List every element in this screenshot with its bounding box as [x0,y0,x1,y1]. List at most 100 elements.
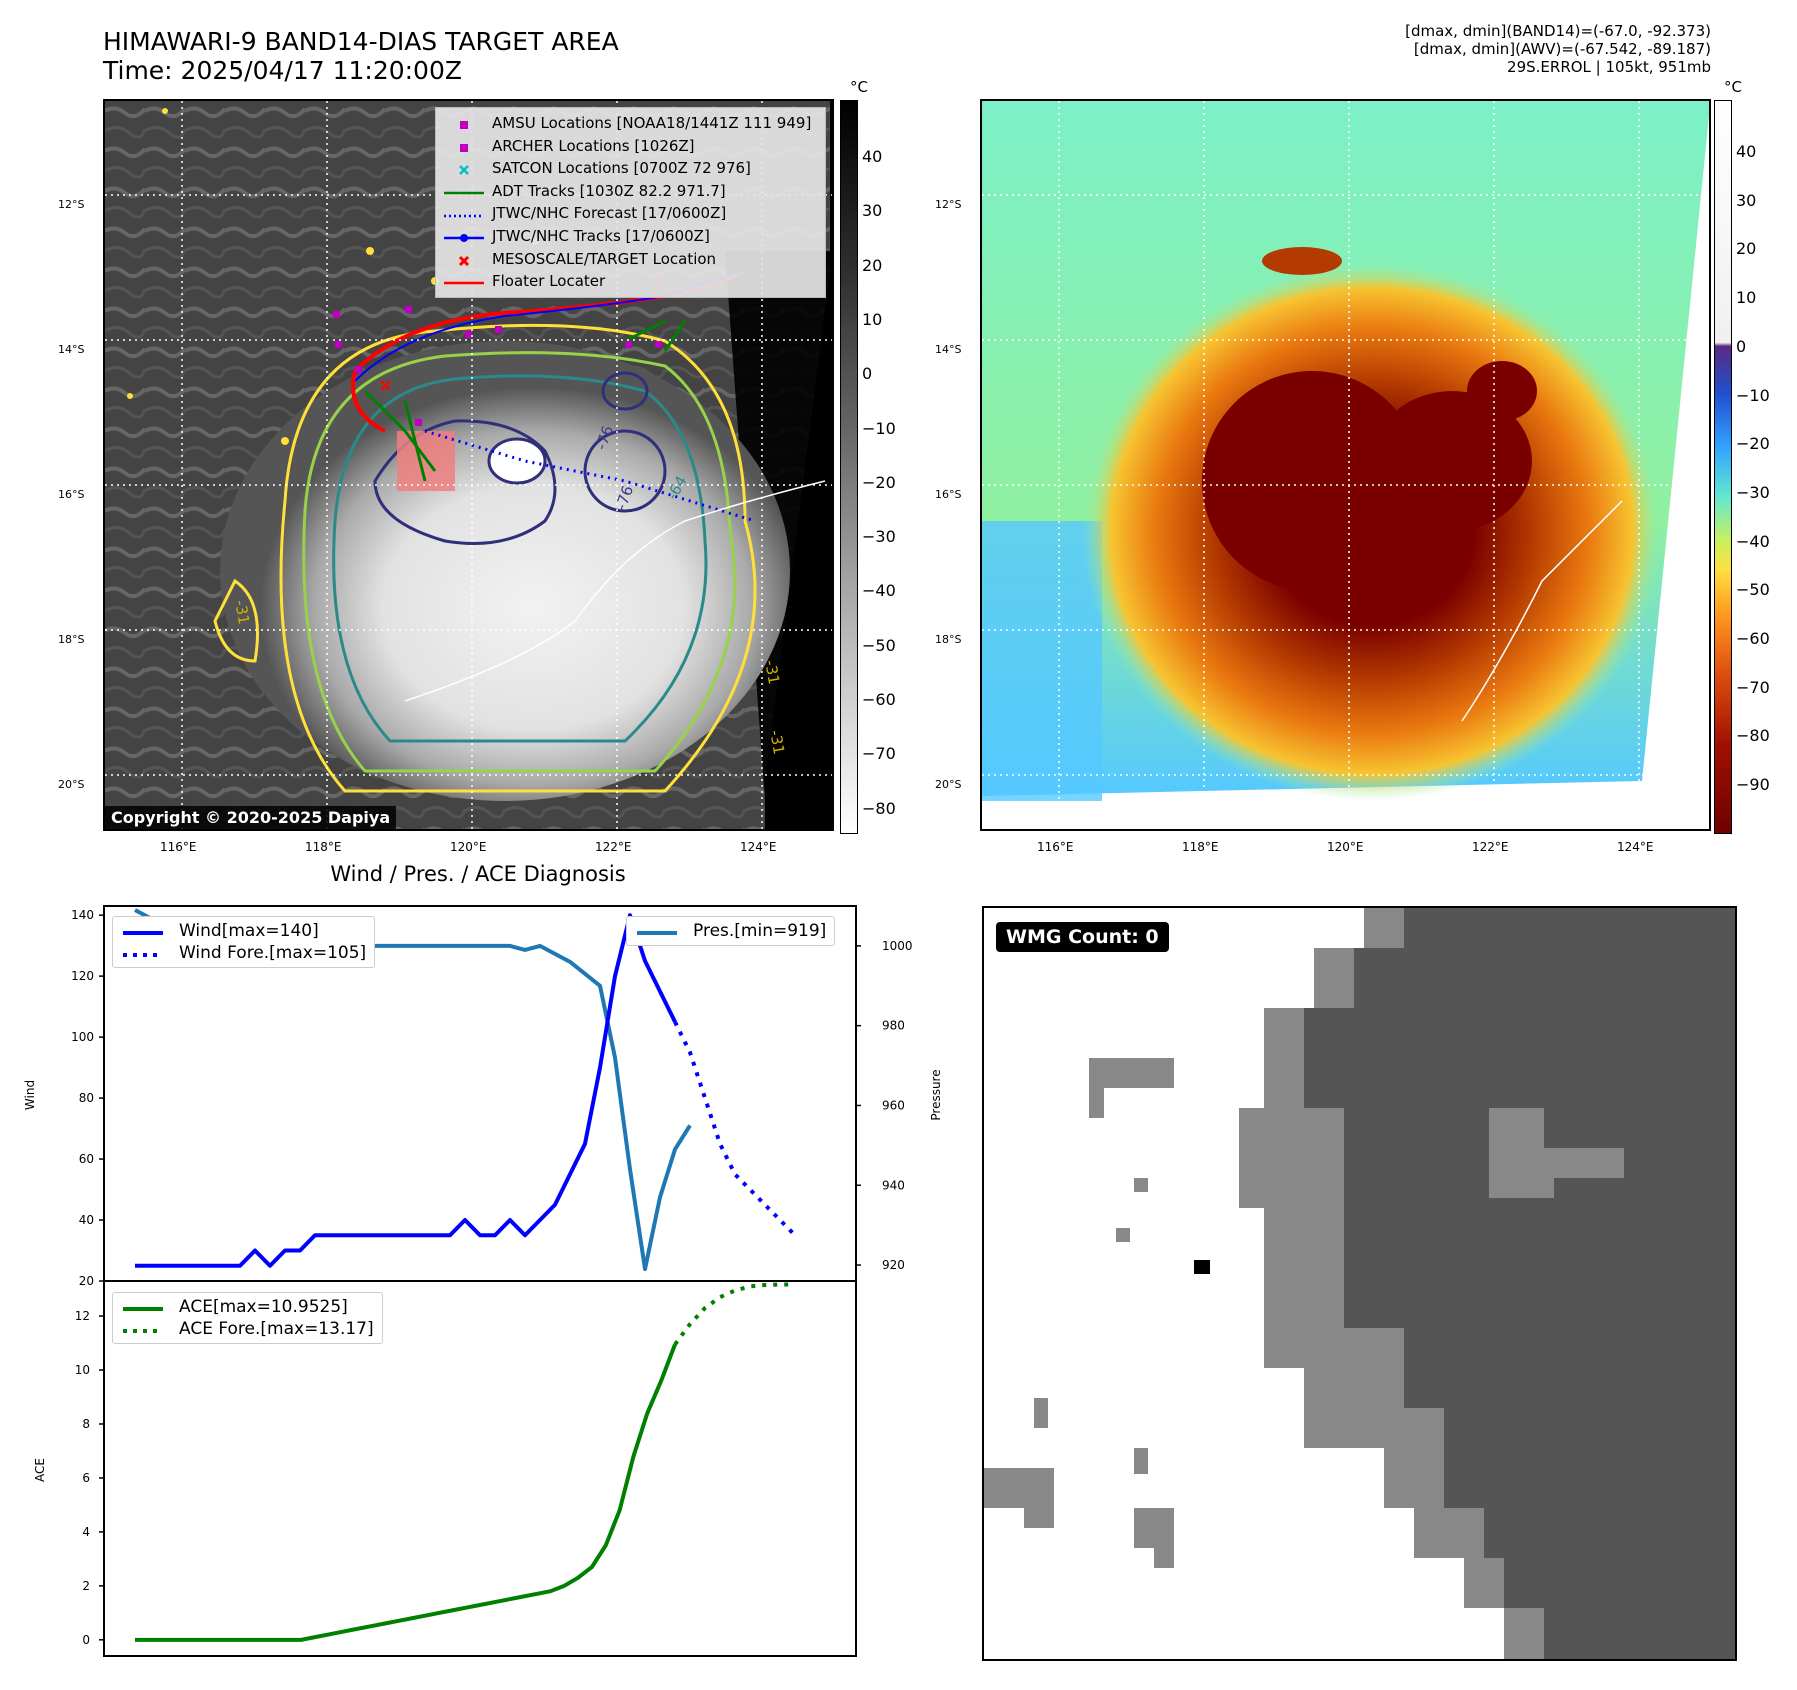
legend-item-wind-forecast: Wind Fore.[max=105] [121,942,366,964]
colorbar-tick-label: 40 [862,147,883,166]
awv-lon-label: 122°E [1472,840,1509,854]
y-tick-label: 60 [79,1152,94,1166]
awv-colorbar [1714,100,1732,834]
colorbar-tick-label: −20 [1736,434,1770,454]
colorbar-tick-label: 0 [1736,336,1747,356]
colorbar-tick-label: −70 [1736,677,1770,697]
x-marker-icon [442,252,486,266]
colorbar-tick-label: −50 [1736,580,1770,600]
y-tick-label: 80 [79,1091,94,1105]
line-marker-icon [442,184,486,198]
colorbar-tick-label: −40 [862,581,896,601]
diagnosis-title: Wind / Pres. / ACE Diagnosis [330,862,626,886]
pressure-y-axis: 920 940 960 980 1000 [856,939,913,1272]
colorbar-tick-label: 0 [862,364,873,384]
legend-item-floater: Floater Locater [442,270,819,293]
copyright-label: Copyright © 2020-2025 Dapiya [105,806,397,829]
awv-colorbar-unit: °C [1724,78,1742,96]
colorbar-tick-label: −80 [1736,726,1770,746]
colorbar-tick-label: −30 [1736,482,1770,502]
ace-y-axis: 0 2 4 6 8 10 12 [75,1309,104,1647]
awv-lon-label: 124°E [1617,840,1654,854]
dotted-line-icon [121,946,165,960]
ir-colorbar [840,100,858,834]
ir-lat-label: 14°S [58,343,85,356]
awv-lat-label: 20°S [935,778,962,791]
y-tick-label: 120 [71,969,94,983]
y-tick-label: 40 [79,1213,94,1227]
ir-lat-label: 12°S [58,198,85,211]
legend-item-tracks: JTWC/NHC Tracks [17/0600Z] [442,225,819,248]
y2-tick-label: 940 [882,1178,905,1192]
contour-label: -31 [766,729,788,756]
x-marker-icon [442,161,486,176]
y2-tick-label: 1000 [882,939,913,953]
line-marker-icon [121,924,165,938]
contour-label: -31 [231,599,253,626]
figure-time: Time: 2025/04/17 11:20:00Z [103,56,462,85]
colorbar-tick-label: −90 [1736,775,1770,795]
legend-item-amsu: AMSU Locations [NOAA18/1441Z 111 949] [442,112,819,135]
colorbar-tick-label: −10 [1736,385,1770,405]
figure-info: [dmax, dmin](BAND14)=(-67.0, -92.373) [d… [1405,22,1711,76]
wmg-image [984,908,1735,1659]
awv-lon-label: 120°E [1327,840,1364,854]
legend-item-archer: ARCHER Locations [1026Z] [442,135,819,158]
wmg-panel: WMG Count: 0 [982,906,1737,1661]
y-tick-label: 4 [82,1525,90,1539]
figure-title: HIMAWARI-9 BAND14-DIAS TARGET AREA [103,27,619,56]
contour-label: -31 [761,659,783,686]
awv-map-gridlines [982,101,1709,829]
ace-legend: ACE[max=10.9525] ACE Fore.[max=13.17] [112,1292,383,1344]
y-tick-label: 10 [75,1363,90,1377]
colorbar-tick-label: 20 [1736,239,1757,259]
info-line-storm: 29S.ERROL | 105kt, 951mb [1507,58,1711,76]
ir-colorbar-unit: °C [850,78,868,96]
ir-lon-label: 124°E [740,840,777,854]
dotted-line-icon [121,1322,165,1336]
square-marker-icon [442,139,486,153]
storm-cloud-shield [220,341,790,801]
y-tick-label: 140 [71,908,94,922]
awv-lat-label: 14°S [935,343,962,356]
y-tick-label: 8 [82,1417,90,1431]
y2-tick-label: 960 [882,1098,905,1112]
ir-map: × -76 -76 -64 -31 -31 -31 AMSU Locations… [103,99,834,831]
dotted-line-icon [442,207,486,221]
legend-item-ace: ACE[max=10.9525] [121,1296,374,1318]
ir-map-legend: AMSU Locations [NOAA18/1441Z 111 949] AR… [435,107,826,298]
colorbar-tick-label: 20 [862,255,883,275]
colorbar-tick-label: 30 [862,201,883,221]
colorbar-tick-label: −10 [862,418,896,438]
y-tick-label: 100 [71,1030,94,1044]
ir-lat-label: 20°S [58,778,85,791]
colorbar-tick-label: −80 [862,798,896,818]
line-marker-icon [442,274,486,288]
pressure-axis-label: Pressure [929,1069,943,1120]
ir-lon-label: 116°E [160,840,197,854]
colorbar-tick-label: −60 [862,690,896,709]
line-marker-icon [121,1300,165,1314]
legend-item-pressure: Pres.[min=919] [635,920,826,942]
awv-lon-label: 118°E [1182,840,1219,854]
y-tick-label: 6 [82,1471,90,1485]
ir-lon-label: 122°E [595,840,632,854]
colorbar-tick-label: 30 [1736,190,1757,210]
ace-axis-label: ACE [33,1458,47,1482]
legend-item-target: MESOSCALE/TARGET Location [442,248,819,271]
ir-lon-label: 118°E [305,840,342,854]
ir-lat-label: 18°S [58,633,85,646]
diagnosis-charts: 20 40 60 80 100 120 140 920 940 960 980 1000 0 2 4 6 8… [23,905,943,1657]
colorbar-tick-label: −50 [862,635,896,655]
y2-tick-label: 980 [882,1019,905,1033]
wind-axis-label: Wind [23,1080,37,1110]
y-tick-label: 12 [75,1309,90,1323]
ir-lon-label: 120°E [450,840,487,854]
y-tick-label: 0 [82,1633,90,1647]
y-tick-label: 2 [82,1579,90,1593]
wmg-count-label: WMG Count: 0 [996,922,1169,952]
legend-item-ace-forecast: ACE Fore.[max=13.17] [121,1318,374,1340]
awv-colorbar-ticks: 40 30 20 10 0 −10 −20 −30 −40 −50 −60 −70 −80 −90 [1736,100,1796,832]
line-marker-icon [635,924,679,938]
ir-colorbar-ticks: 40 30 20 10 0 −10 −20 −30 −40 −50 −60 −70 −80 [862,100,922,832]
